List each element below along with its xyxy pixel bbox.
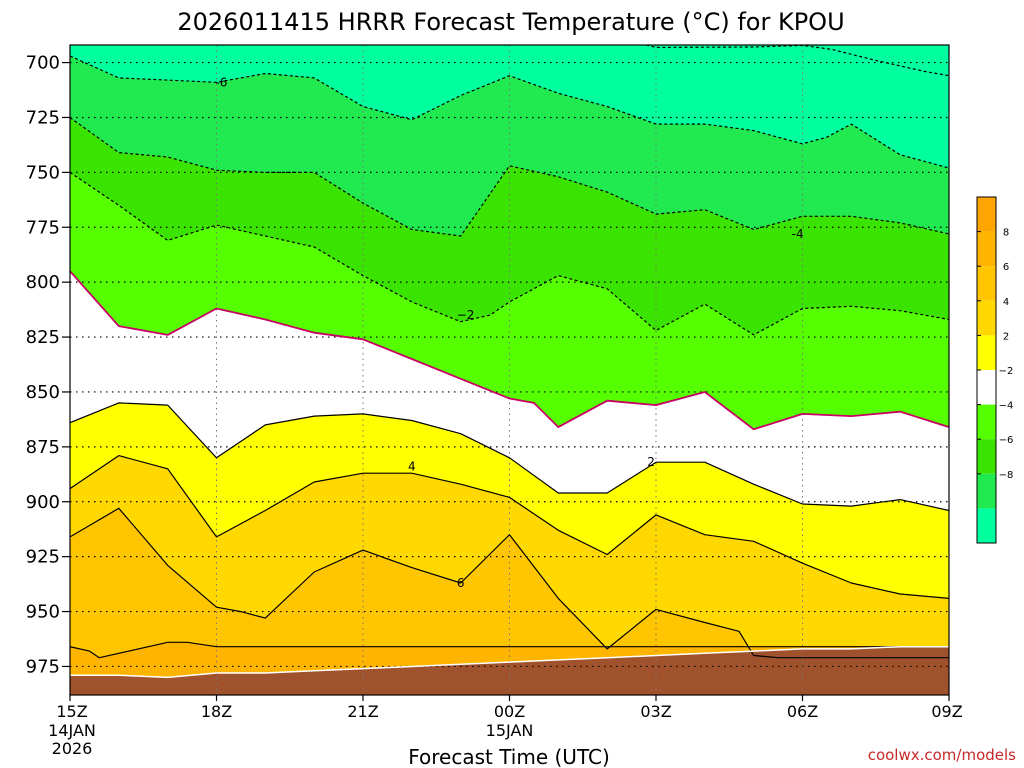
colorbar-bin-6 bbox=[977, 404, 996, 440]
credit-text[interactable]: coolwx.com/models bbox=[868, 746, 1016, 764]
contour-label-4: 4 bbox=[408, 460, 416, 474]
colorbar-label-2: 4 bbox=[1003, 297, 1009, 308]
colorbar-bin-0 bbox=[977, 197, 996, 232]
x-tick-date-0: 14JAN bbox=[48, 721, 96, 740]
y-axis: 700 725 750 775 800 825 850 875 900 925 950 975 bbox=[26, 53, 70, 677]
terrain bbox=[70, 646, 949, 695]
x-tick-date-9: 15JAN bbox=[486, 721, 534, 740]
contour-label-m6: -6 bbox=[215, 75, 227, 89]
contour-line-m4 bbox=[70, 117, 949, 237]
y-tick-label-800: 800 bbox=[26, 272, 60, 293]
y-tick-label-750: 750 bbox=[26, 162, 60, 183]
y-tick-label-775: 775 bbox=[26, 217, 60, 238]
contour-label-m2: −2 bbox=[457, 308, 475, 322]
colorbar-label-0: 8 bbox=[1003, 228, 1009, 239]
contour-line-4 bbox=[70, 455, 949, 599]
y-tick-label-725: 725 bbox=[26, 107, 60, 128]
colorbar-label-4: −2 bbox=[999, 366, 1014, 377]
chart-title: 2026011415 HRRR Forecast Temperature (°C… bbox=[177, 8, 844, 36]
contour-label-m4: -4 bbox=[792, 227, 804, 241]
contour-labels: -6 -4 −2 2 4 6 bbox=[215, 75, 803, 590]
colorbar-bin-9 bbox=[977, 508, 996, 543]
x-tick-label-18: 09Z bbox=[931, 702, 962, 721]
y-tick-label-850: 850 bbox=[26, 382, 60, 403]
colorbar-bin-5 bbox=[977, 370, 996, 405]
y-tick-label-700: 700 bbox=[26, 53, 60, 74]
colorbar-bin-3 bbox=[977, 300, 996, 336]
y-tick-label-975: 975 bbox=[26, 656, 60, 677]
colorbar-bin-7 bbox=[977, 439, 996, 474]
y-tick-label-825: 825 bbox=[26, 327, 60, 348]
colorbar-bin-1 bbox=[977, 231, 996, 267]
y-tick-label-950: 950 bbox=[26, 602, 60, 623]
colorbar-label-5: −4 bbox=[999, 401, 1014, 412]
contour-label-2: 2 bbox=[647, 455, 655, 469]
x-tick-label-12: 03Z bbox=[640, 702, 671, 721]
colorbar-bin-8 bbox=[977, 473, 996, 509]
contour-line-m6 bbox=[70, 55, 949, 169]
x-tick-label-6: 21Z bbox=[347, 702, 378, 721]
y-tick-label-925: 925 bbox=[26, 547, 60, 568]
x-tick-label-9: 00Z bbox=[494, 702, 525, 721]
contour-lines bbox=[70, 45, 949, 679]
colorbar: 8 6 4 2 −2 −4 −6 −8 bbox=[976, 196, 1014, 544]
terrain-edge bbox=[70, 645, 949, 679]
x-tick-label-0: 15Z bbox=[56, 702, 87, 721]
y-tick-label-875: 875 bbox=[26, 437, 60, 458]
colorbar-label-3: 2 bbox=[1003, 331, 1009, 342]
x-tick-label-3: 18Z bbox=[201, 702, 232, 721]
y-tick-label-900: 900 bbox=[26, 492, 60, 513]
colorbar-bin-4 bbox=[977, 335, 996, 370]
contour-line-2 bbox=[70, 402, 949, 512]
colorbar-label-6: −6 bbox=[999, 435, 1014, 446]
x-tick-year-0: 2026 bbox=[52, 739, 93, 758]
contour-line-0 bbox=[70, 270, 949, 431]
contour-line-m2 bbox=[70, 171, 949, 336]
grid-lines bbox=[70, 45, 949, 695]
contour-line-8 bbox=[70, 641, 949, 659]
colorbar-label-7: −8 bbox=[999, 470, 1014, 481]
x-axis-title: Forecast Time (UTC) bbox=[408, 745, 610, 768]
x-tick-label-15: 06Z bbox=[787, 702, 818, 721]
colorbar-label-1: 6 bbox=[1003, 262, 1009, 273]
colorbar-bin-2 bbox=[977, 266, 996, 301]
contour-label-6: 6 bbox=[457, 576, 465, 590]
